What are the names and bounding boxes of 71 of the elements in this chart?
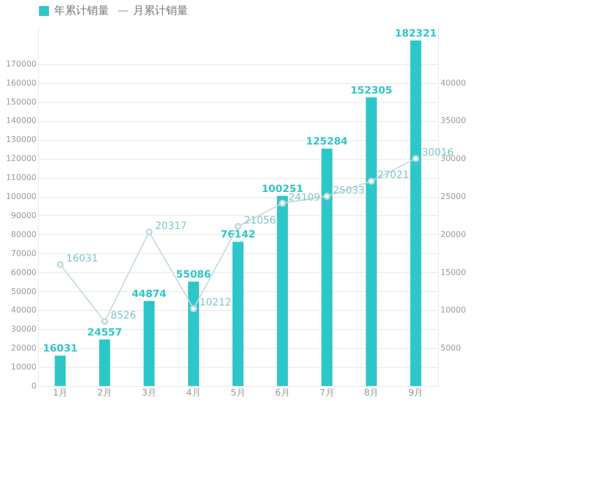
- data-label: 25033: [332, 185, 365, 196]
- point: [101, 318, 108, 325]
- y2-tick-label: 30000: [440, 154, 466, 164]
- bar: [144, 300, 155, 386]
- x-tick-label: 4月: [186, 388, 201, 398]
- y-tick-label: 10000: [11, 362, 36, 372]
- y-tick-label: 0: [31, 382, 36, 390]
- y2-tick-label: 25000: [440, 192, 466, 202]
- data-label: 20317: [155, 221, 187, 232]
- point: [190, 305, 198, 312]
- data-label: 44874: [132, 288, 167, 300]
- point: [56, 261, 64, 268]
- legend-label: 年累计销量: [54, 4, 109, 17]
- x-tick-label: 8月: [364, 388, 379, 398]
- y-tick-label: 160000: [6, 78, 36, 88]
- data-label: 8526: [110, 310, 136, 322]
- data-label: 16031: [66, 254, 98, 264]
- point: [146, 228, 153, 236]
- bar: [99, 339, 110, 386]
- bar: [321, 148, 332, 386]
- x-tick-label: 3月: [142, 388, 156, 398]
- point: [323, 192, 330, 200]
- data-label: 16031: [42, 344, 78, 355]
- y2-tick-label: 20000: [440, 230, 466, 239]
- y-tick-label: 100000: [6, 192, 36, 202]
- data-label: 10212: [200, 298, 232, 309]
- bar: [188, 282, 200, 386]
- y-tick-label: 40000: [11, 306, 36, 315]
- y2-tick-label: 15000: [440, 268, 466, 277]
- data-label: 125284: [306, 136, 348, 148]
- y-tick-label: 150000: [6, 97, 36, 106]
- data-label: 27021: [377, 170, 410, 182]
- bar: [366, 97, 377, 386]
- data-label: 76142: [220, 230, 256, 241]
- data-label: 55086: [176, 270, 211, 281]
- point: [412, 155, 420, 162]
- y2-tick-label: 40000: [440, 78, 466, 88]
- data-label: 182321: [394, 28, 437, 40]
- y2-tick-label: 10000: [440, 306, 466, 315]
- data-label: 152305: [350, 85, 392, 96]
- bar: [410, 40, 422, 386]
- y-tick-label: 80000: [11, 230, 36, 239]
- y-tick-label: 60000: [11, 268, 36, 277]
- x-tick-label: 1月: [52, 388, 68, 398]
- legend-label: 月累计销量: [133, 4, 188, 17]
- y-tick-label: 130000: [6, 135, 36, 144]
- x-tick-label: 9月: [408, 388, 424, 398]
- bar: [232, 242, 244, 386]
- bar: [54, 356, 66, 386]
- y-tick-label: 50000: [11, 286, 36, 296]
- point: [234, 222, 242, 230]
- x-tick-label: 5月: [230, 388, 246, 398]
- data-label: 21056: [244, 215, 276, 226]
- point: [278, 200, 286, 207]
- y-tick-label: 120000: [6, 154, 36, 164]
- x-tick-label: 2月: [97, 388, 112, 398]
- data-label: 24557: [87, 327, 122, 338]
- y2-tick-label: 35000: [440, 116, 466, 126]
- y-tick-label: 70000: [11, 248, 36, 258]
- data-label: 24109: [288, 192, 320, 204]
- y-tick-label: 110000: [6, 173, 36, 182]
- bar: [276, 196, 288, 386]
- point: [368, 178, 375, 185]
- y-tick-label: 90000: [11, 210, 36, 220]
- y-tick-label: 30000: [11, 324, 36, 334]
- x-tick-label: 6月: [275, 388, 290, 398]
- x-tick-label: 7月: [320, 388, 334, 398]
- y2-tick-label: 5000: [440, 344, 461, 353]
- y-tick-label: 20000: [11, 344, 36, 353]
- y-tick-label: 140000: [6, 116, 36, 126]
- y-tick-label: 170000: [6, 59, 36, 68]
